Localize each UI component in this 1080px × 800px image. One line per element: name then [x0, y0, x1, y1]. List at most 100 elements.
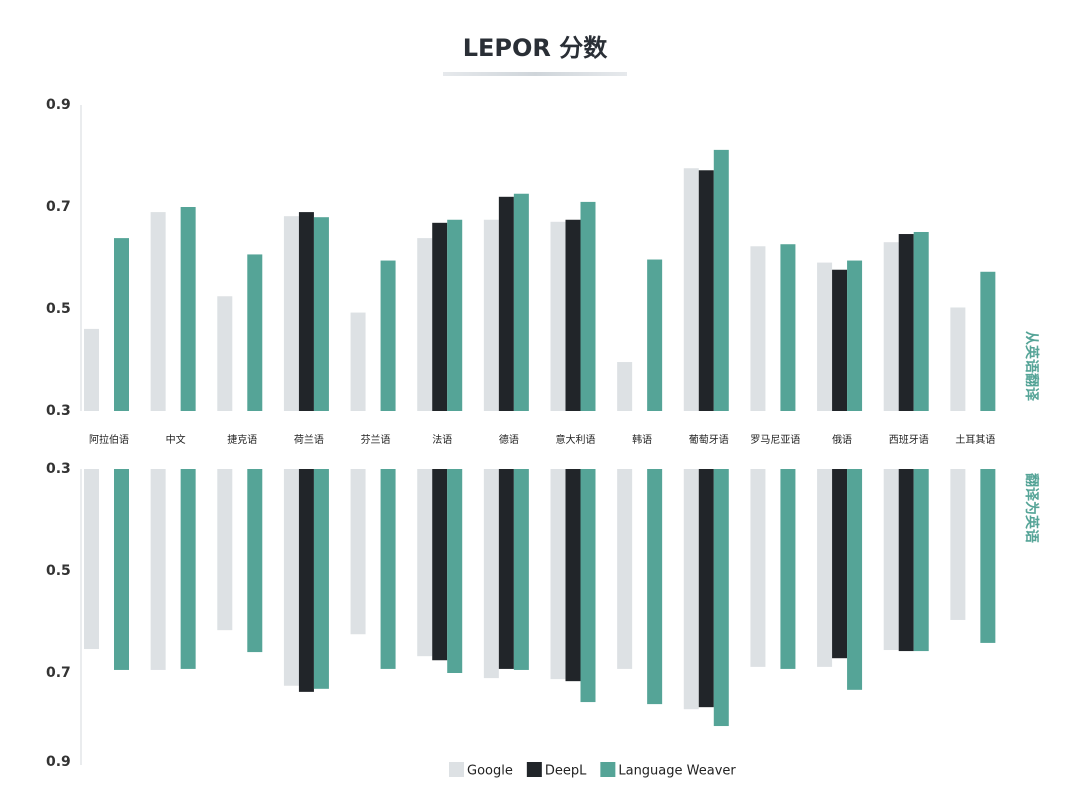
x-tick-label: 俄语: [832, 434, 852, 446]
panel-label: 翻译为英语: [1023, 473, 1040, 543]
bar: [780, 244, 796, 411]
y-tick-label: 0.9: [46, 754, 71, 770]
x-tick-label: 韩语: [632, 433, 652, 446]
bar: [247, 469, 263, 653]
bar: [417, 238, 433, 411]
bar: [217, 296, 233, 411]
bar: [432, 222, 448, 411]
bar: [150, 469, 166, 670]
bar: [380, 469, 396, 669]
y-tick-label: 0.5: [46, 301, 71, 317]
x-tick-label: 芬兰语: [361, 433, 391, 446]
bar: [180, 207, 196, 411]
legend-swatch: [449, 762, 464, 777]
bar: [298, 212, 314, 411]
bar: [114, 469, 129, 670]
bar: [647, 469, 663, 705]
bar: [483, 219, 499, 411]
bar: [84, 469, 99, 650]
bar: [498, 196, 514, 411]
bar: [980, 469, 996, 643]
bar: [847, 469, 863, 690]
bar: [713, 149, 729, 411]
bar: [313, 469, 329, 689]
x-tick-label: 西班牙语: [889, 434, 929, 446]
bar: [350, 469, 366, 635]
bar: [247, 254, 263, 411]
y-tick-label: 0.7: [46, 199, 71, 215]
x-tick-label: 中文: [166, 433, 186, 446]
y-tick-label: 0.9: [46, 97, 71, 113]
x-tick-label: 罗马尼亚语: [750, 434, 800, 446]
bar: [683, 168, 699, 411]
bar: [417, 469, 433, 657]
legend-swatch: [600, 762, 616, 777]
legend-label: DeepL: [545, 764, 587, 779]
bar: [980, 271, 996, 411]
bar: [898, 234, 914, 411]
bar: [283, 469, 299, 686]
bar: [114, 238, 129, 411]
x-tick-label: 荷兰语: [294, 433, 324, 446]
panel-label: 从英语翻译: [1023, 331, 1040, 402]
bar: [580, 201, 596, 411]
bar: [750, 469, 766, 667]
bar: [647, 259, 663, 411]
bar: [883, 469, 899, 651]
bar: [550, 221, 566, 411]
y-tick-label: 0.5: [46, 563, 71, 579]
legend-label: Google: [467, 764, 513, 779]
bar: [883, 242, 899, 411]
x-tick-label: 德语: [499, 433, 519, 446]
bar: [913, 231, 929, 411]
bar: [380, 260, 396, 411]
bar: [750, 246, 766, 411]
bar: [698, 170, 714, 411]
bar: [950, 307, 966, 411]
x-tick-label: 土耳其语: [955, 433, 995, 446]
bar: [180, 469, 196, 669]
bar: [683, 469, 699, 710]
bar: [713, 469, 729, 727]
bar: [780, 469, 796, 669]
x-tick-label: 法语: [432, 433, 452, 446]
bar: [617, 362, 633, 411]
bar: [565, 469, 581, 682]
bar: [313, 217, 329, 411]
bar: [447, 469, 463, 673]
bar: [283, 216, 299, 411]
bar: [565, 219, 581, 411]
bar: [898, 469, 914, 652]
bar: [513, 469, 529, 670]
bar: [832, 269, 848, 411]
y-tick-label: 0.7: [46, 665, 71, 681]
x-tick-label: 阿拉伯语: [89, 433, 129, 446]
x-tick-label: 葡萄牙语: [689, 433, 729, 446]
x-tick-label: 意大利语: [556, 433, 596, 446]
bar: [580, 469, 596, 703]
bar: [817, 469, 833, 667]
bar: [432, 469, 448, 661]
bar: [84, 328, 99, 411]
bar: [847, 260, 863, 411]
y-tick-label: 0.3: [46, 403, 71, 419]
bar: [447, 219, 463, 411]
bar: [350, 312, 366, 411]
bar: [217, 469, 233, 631]
bar: [817, 262, 833, 411]
bar: [298, 469, 314, 692]
bar: [483, 469, 499, 679]
bar: [550, 469, 566, 680]
bar: [498, 469, 514, 669]
bar: [150, 212, 166, 411]
bar: [698, 469, 714, 708]
legend-swatch: [526, 762, 542, 777]
legend-label: Language Weaver: [618, 764, 736, 779]
bar: [832, 469, 848, 659]
x-tick-label: 捷克语: [227, 433, 257, 446]
bar: [513, 193, 529, 411]
bar: [950, 469, 966, 620]
title-underline: [443, 72, 627, 76]
bar: [913, 469, 929, 652]
